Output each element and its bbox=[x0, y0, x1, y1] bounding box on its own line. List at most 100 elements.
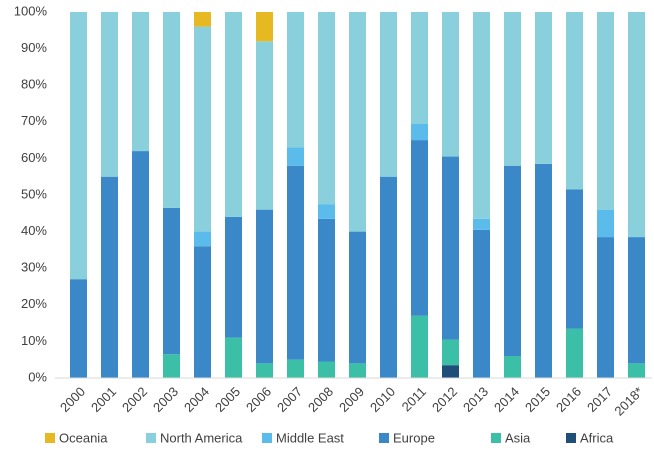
legend-label: Africa bbox=[580, 430, 614, 445]
bar-segment bbox=[225, 337, 242, 378]
bar-segment bbox=[256, 41, 273, 210]
bar-segment bbox=[566, 189, 583, 329]
bar-segment bbox=[411, 123, 428, 141]
legend-swatch bbox=[45, 433, 55, 443]
y-tick-label: 50% bbox=[21, 186, 47, 201]
bar-segment bbox=[163, 354, 180, 378]
y-tick-label: 80% bbox=[21, 77, 47, 92]
bar-segment bbox=[101, 12, 118, 177]
bar-segment bbox=[442, 365, 459, 378]
bar-segment bbox=[225, 12, 242, 217]
x-tick-label: 2016 bbox=[553, 384, 584, 415]
legend-label: Middle East bbox=[276, 430, 344, 445]
bar-segment bbox=[442, 339, 459, 366]
y-tick-label: 60% bbox=[21, 150, 47, 165]
bar-segment bbox=[318, 12, 335, 205]
bar-segment bbox=[70, 12, 87, 280]
x-tick-label: 2012 bbox=[429, 384, 460, 415]
bar-segment bbox=[411, 12, 428, 124]
x-tick-label: 2018* bbox=[611, 384, 646, 419]
bar-segment bbox=[597, 209, 614, 238]
bar-segment bbox=[566, 12, 583, 190]
bar-segment bbox=[318, 218, 335, 362]
bar-segment bbox=[535, 12, 552, 164]
x-tick-label: 2006 bbox=[243, 384, 274, 415]
bar-segment bbox=[318, 204, 335, 219]
bar-segment bbox=[256, 209, 273, 364]
x-tick-label: 2001 bbox=[88, 384, 119, 415]
legend-swatch bbox=[379, 433, 389, 443]
y-tick-label: 10% bbox=[21, 333, 47, 348]
bar-segment bbox=[194, 12, 211, 27]
bar-segment bbox=[163, 207, 180, 355]
bar-segment bbox=[597, 237, 614, 378]
bar-segment bbox=[194, 246, 211, 378]
x-tick-label: 2007 bbox=[274, 384, 305, 415]
x-tick-label: 2003 bbox=[150, 384, 181, 415]
bar-segment bbox=[318, 361, 335, 378]
y-tick-label: 70% bbox=[21, 113, 47, 128]
bar-segment bbox=[256, 363, 273, 378]
legend-label: Oceania bbox=[59, 430, 108, 445]
legend-swatch bbox=[566, 433, 576, 443]
bar-segment bbox=[287, 147, 304, 166]
x-tick-label: 2011 bbox=[399, 384, 429, 414]
legend-swatch bbox=[262, 433, 272, 443]
y-tick-label: 40% bbox=[21, 223, 47, 238]
legend-label: Asia bbox=[505, 430, 531, 445]
x-tick-label: 2015 bbox=[522, 384, 553, 415]
bar-segment bbox=[132, 151, 149, 378]
bar-segment bbox=[101, 176, 118, 378]
bar-segment bbox=[442, 156, 459, 340]
x-tick-label: 2004 bbox=[181, 384, 212, 415]
bar-segment bbox=[287, 12, 304, 148]
bar-segment bbox=[380, 12, 397, 177]
x-tick-label: 2009 bbox=[336, 384, 367, 415]
bar-segment bbox=[70, 279, 87, 378]
bar-segment bbox=[504, 12, 521, 166]
x-tick-label: 2000 bbox=[57, 384, 88, 415]
bar-segment bbox=[349, 231, 366, 364]
x-tick-label: 2005 bbox=[212, 384, 243, 415]
bar-segment bbox=[194, 26, 211, 232]
bar-segment bbox=[287, 165, 304, 360]
y-tick-label: 20% bbox=[21, 296, 47, 311]
y-tick-label: 30% bbox=[21, 260, 47, 275]
bar-segment bbox=[473, 218, 490, 230]
bar-segment bbox=[628, 237, 645, 364]
legend-swatch bbox=[146, 433, 156, 443]
bar-segment bbox=[628, 363, 645, 378]
x-tick-label: 2008 bbox=[305, 384, 336, 415]
x-tick-label: 2014 bbox=[491, 384, 522, 415]
bar-segment bbox=[194, 231, 211, 247]
bar-segment bbox=[473, 229, 490, 378]
bar-segment bbox=[473, 12, 490, 219]
y-tick-label: 90% bbox=[21, 40, 47, 55]
bar-segment bbox=[504, 165, 521, 357]
y-tick-label: 100% bbox=[14, 3, 48, 18]
x-tick-label: 2002 bbox=[119, 384, 150, 415]
legend-label: Europe bbox=[393, 430, 435, 445]
bar-segment bbox=[597, 12, 614, 210]
x-tick-label: 2010 bbox=[367, 384, 398, 415]
bar-segment bbox=[411, 140, 428, 316]
bar-segment bbox=[504, 356, 521, 378]
bar-segment bbox=[132, 12, 149, 152]
bar-segment bbox=[225, 216, 242, 338]
bar-segment bbox=[163, 12, 180, 208]
legend-label: North America bbox=[160, 430, 243, 445]
bar-segment bbox=[442, 12, 459, 157]
bar-segment bbox=[349, 12, 366, 232]
bar-segment bbox=[256, 12, 273, 42]
x-tick-label: 2017 bbox=[584, 384, 615, 415]
x-tick-label: 2013 bbox=[460, 384, 491, 415]
bar-segment bbox=[628, 12, 645, 238]
bar-segment bbox=[287, 359, 304, 378]
bar-segment bbox=[380, 176, 397, 378]
bar-segment bbox=[349, 363, 366, 378]
bar-segment bbox=[411, 315, 428, 378]
legend-swatch bbox=[491, 433, 501, 443]
y-tick-label: 0% bbox=[28, 369, 47, 384]
bar-segment bbox=[566, 328, 583, 378]
